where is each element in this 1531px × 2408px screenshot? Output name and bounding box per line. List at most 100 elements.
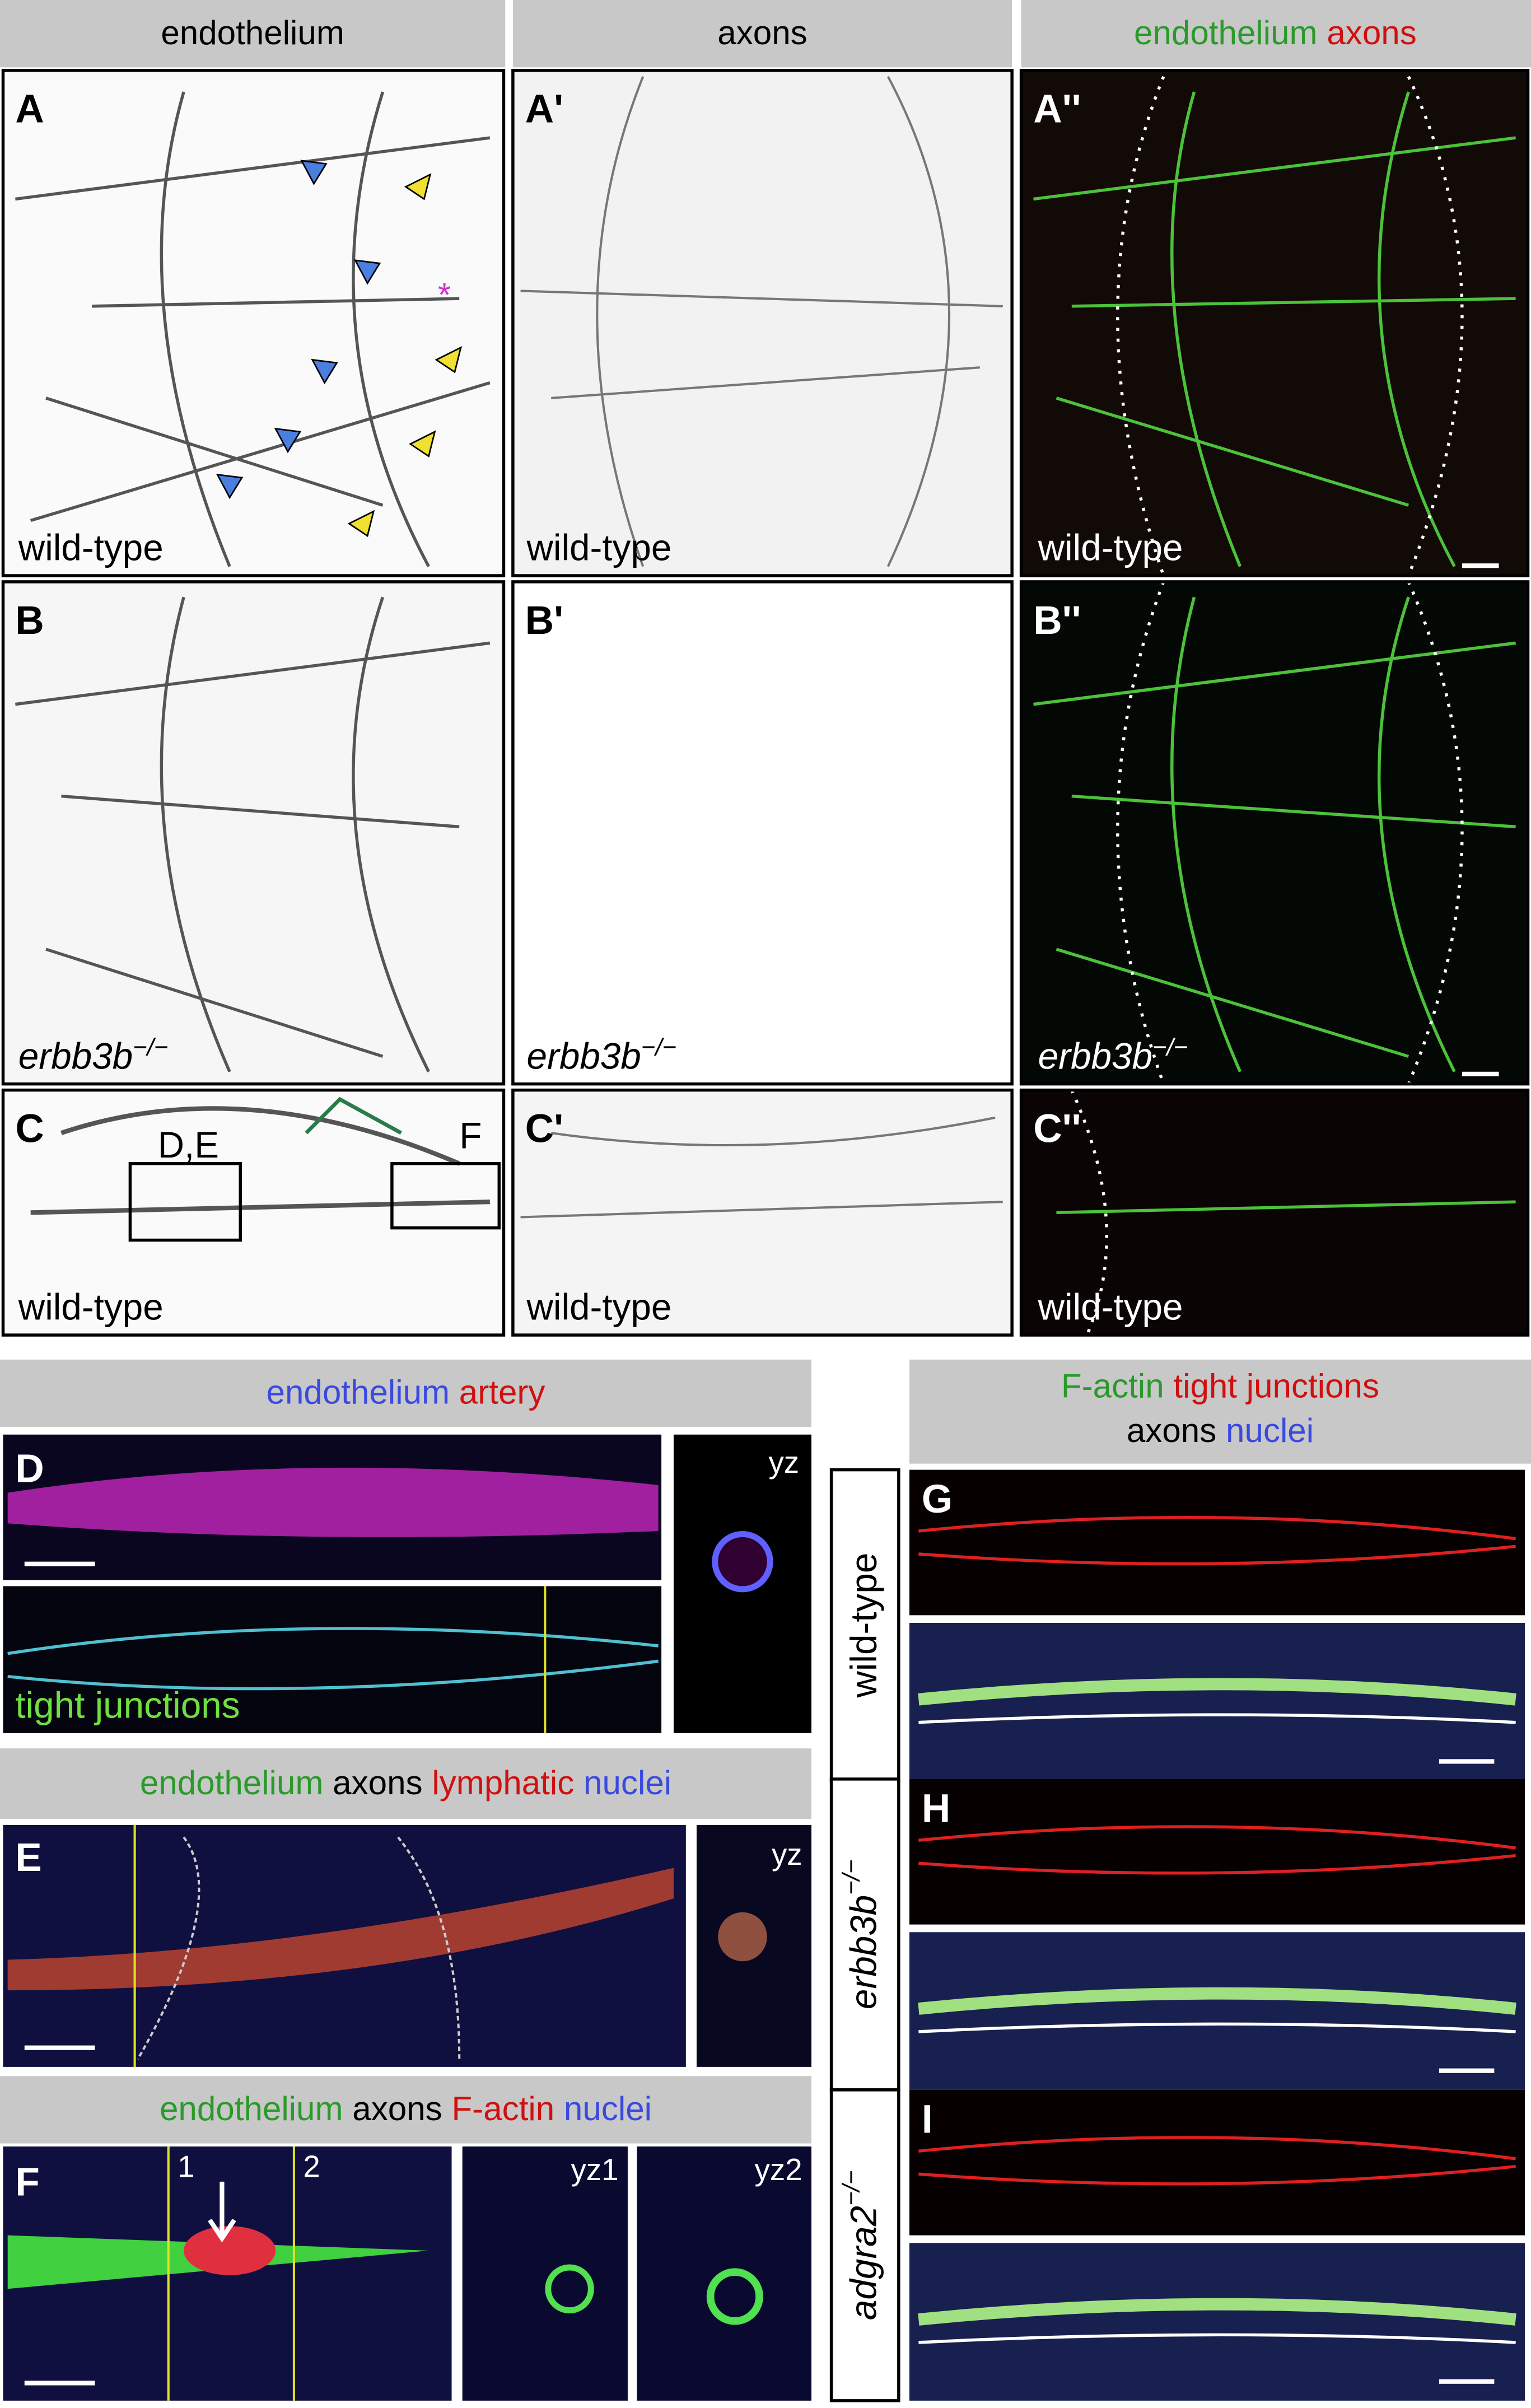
view-label: yz2: [755, 2153, 802, 2187]
scale-bar: [1439, 2068, 1495, 2073]
junctions: [918, 1825, 1516, 1875]
image: [3, 1586, 662, 1733]
scale-bar: [1462, 1071, 1499, 1076]
scale-bar: [24, 2045, 95, 2050]
vessel: [918, 2298, 1516, 2326]
gene: erbb3b: [843, 1895, 884, 2009]
header-word: axons: [1127, 1412, 1216, 1449]
asterisk: *: [438, 276, 451, 314]
panel-label: F: [15, 2160, 39, 2205]
column-header: endothelium: [161, 14, 344, 52]
header-word: nuclei: [1226, 1412, 1314, 1449]
section-header: endothelium axons F-actin nuclei: [160, 2090, 652, 2127]
panel-label: I: [922, 2097, 933, 2141]
axon: [918, 1713, 1516, 1724]
line-label: 1: [178, 2150, 194, 2184]
view-label: yz: [768, 1445, 799, 1480]
section-header: F-actin tight junctions: [1061, 1368, 1379, 1405]
arrow: [208, 2181, 236, 2243]
header-word: artery: [459, 1374, 545, 1411]
header-bar: [0, 0, 506, 68]
header-bar: [0, 1359, 812, 1427]
superscript: −/−: [641, 1033, 676, 1061]
image: [1021, 70, 1528, 576]
image: [512, 70, 1012, 576]
vessel: [918, 1678, 1516, 1706]
scale-bar: [1439, 1759, 1495, 1764]
scale-bar: [1462, 563, 1499, 568]
cross-section: [545, 2264, 594, 2314]
vessels: [15, 91, 491, 1215]
panel-label: B': [525, 599, 563, 643]
superscript: −/−: [837, 2171, 865, 2206]
header-bar: [909, 1359, 1531, 1464]
panel-label: C: [15, 1107, 44, 1151]
superscript: −/−: [837, 1860, 865, 1895]
image: [3, 70, 504, 576]
column-header: endothelium axons: [1134, 14, 1417, 52]
inset-box: [390, 1162, 501, 1230]
header-word: F-actin: [451, 2090, 554, 2127]
header-word: nuclei: [584, 1764, 671, 1802]
junctions: [918, 1515, 1516, 1566]
panel-grid: * D,E F A A' A'' B B' B'' C C' C'' wild-…: [1, 69, 1530, 1337]
view-label: yz: [772, 1837, 802, 1872]
header-word: axons: [1327, 14, 1416, 52]
cross-section: [712, 1530, 773, 1593]
image: [3, 581, 504, 1084]
image: [462, 2146, 628, 2401]
view-label: yz1: [571, 2153, 618, 2187]
column-header: axons: [717, 14, 807, 52]
junctions: [918, 2136, 1516, 2186]
artery: [7, 1467, 659, 1537]
gene: erbb3b: [526, 1035, 641, 1076]
genotype: erbb3b−/−: [526, 1033, 676, 1077]
section-header: endothelium axons lymphatic nuclei: [140, 1764, 671, 1802]
panel-frames: [1, 69, 1530, 1337]
dotted-outline: [1070, 76, 1464, 1336]
header-word: lymphatic: [432, 1764, 574, 1802]
direction-arrow: [305, 1096, 402, 1135]
section-header: endothelium artery: [267, 1374, 545, 1411]
genotype: wild-type: [18, 528, 164, 568]
genotype: wild-type: [843, 1553, 884, 1698]
image: [909, 1779, 1525, 1925]
header-bar: [0, 2076, 812, 2144]
vessel: [918, 1987, 1516, 2015]
box-label: D,E: [158, 1124, 219, 1165]
side-label-box: [829, 2088, 900, 2402]
scale-bar: [1439, 2379, 1495, 2384]
image: [512, 581, 1012, 1084]
gene: erbb3b: [18, 1035, 133, 1076]
header-bar: [512, 0, 1012, 68]
header-word: axons: [352, 2090, 442, 2127]
axon: [918, 2333, 1516, 2344]
genotype: wild-type: [526, 1287, 671, 1328]
gene: erbb3b: [1038, 1035, 1152, 1076]
panel-label: C': [525, 1107, 563, 1151]
superscript: −/−: [133, 1033, 168, 1061]
panel-label: B'': [1033, 599, 1081, 643]
panel-label: D: [15, 1446, 44, 1491]
gene: adgra2: [843, 2206, 884, 2320]
header-word: F-actin: [1061, 1368, 1164, 1405]
scale-bar: [24, 1561, 95, 1566]
arrowheads: [347, 173, 462, 538]
genotype: wild-type: [1038, 528, 1183, 568]
genotype: wild-type: [18, 1287, 164, 1328]
panel-label: G: [922, 1477, 953, 1522]
image: [909, 1932, 1525, 2090]
image: [909, 2243, 1525, 2401]
image: [512, 1090, 1012, 1336]
axons: [137, 1836, 461, 2060]
genotype: wild-type: [1038, 1287, 1183, 1328]
header-word: endothelium: [1134, 14, 1318, 52]
junctions: [7, 1627, 659, 1691]
image: [909, 2089, 1525, 2236]
genotype: adgra2−/−: [837, 2171, 884, 2321]
axon: [918, 2022, 1516, 2033]
panel-label: A': [525, 87, 563, 132]
header-word: endothelium: [140, 1764, 324, 1802]
cell: [184, 2226, 276, 2275]
header-word: nuclei: [564, 2090, 652, 2127]
